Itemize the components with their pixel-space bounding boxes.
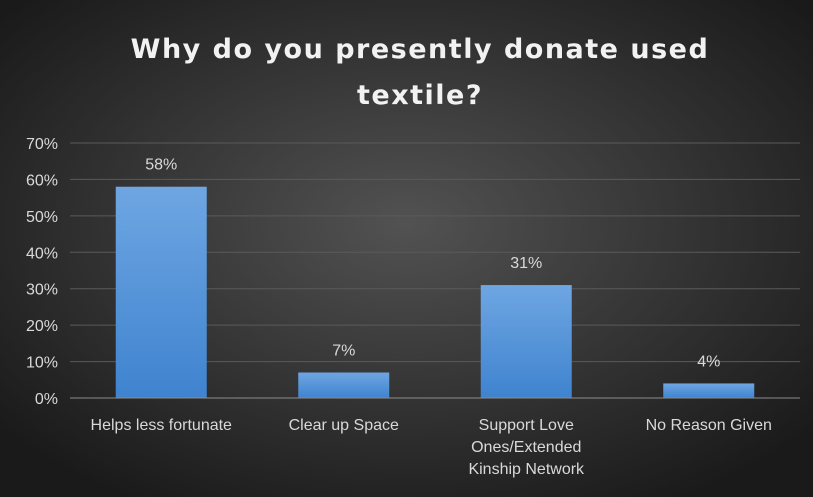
y-tick-label: 50% bbox=[26, 209, 58, 226]
bar bbox=[115, 186, 207, 398]
data-label: 58% bbox=[145, 157, 177, 174]
x-axis-categories: Helps less fortunate Clear up Space Suppor… bbox=[91, 417, 772, 478]
chart-title-line: textile? bbox=[357, 80, 483, 111]
y-tick-label: 40% bbox=[26, 245, 58, 262]
data-labels: 58% 7% 31% 4% bbox=[145, 157, 720, 371]
data-label: 7% bbox=[332, 343, 355, 360]
y-tick-label: 60% bbox=[26, 172, 58, 189]
y-axis-ticks: 0% 10% 20% 30% 40% 50% 60% 70% bbox=[26, 136, 58, 408]
y-tick-label: 70% bbox=[26, 136, 58, 153]
bars bbox=[115, 186, 755, 398]
x-category-label: Helps less fortunate bbox=[91, 417, 233, 434]
bar bbox=[663, 383, 755, 398]
y-tick-label: 30% bbox=[26, 282, 58, 299]
chart-title-line: Why do you presently donate used bbox=[131, 34, 710, 65]
chart-title: Why do you presently donate used textile? bbox=[131, 34, 710, 111]
x-category-label: No Reason Given bbox=[646, 417, 772, 434]
data-label: 4% bbox=[697, 353, 720, 370]
bar bbox=[480, 285, 572, 398]
x-category-label: Support Love Ones/Extended Kinship Network bbox=[468, 417, 585, 478]
data-label: 31% bbox=[510, 255, 542, 272]
y-tick-label: 10% bbox=[26, 355, 58, 372]
y-tick-label: 20% bbox=[26, 318, 58, 335]
y-tick-label: 0% bbox=[35, 391, 58, 408]
x-category-label: Clear up Space bbox=[289, 417, 399, 434]
bar bbox=[298, 372, 390, 398]
